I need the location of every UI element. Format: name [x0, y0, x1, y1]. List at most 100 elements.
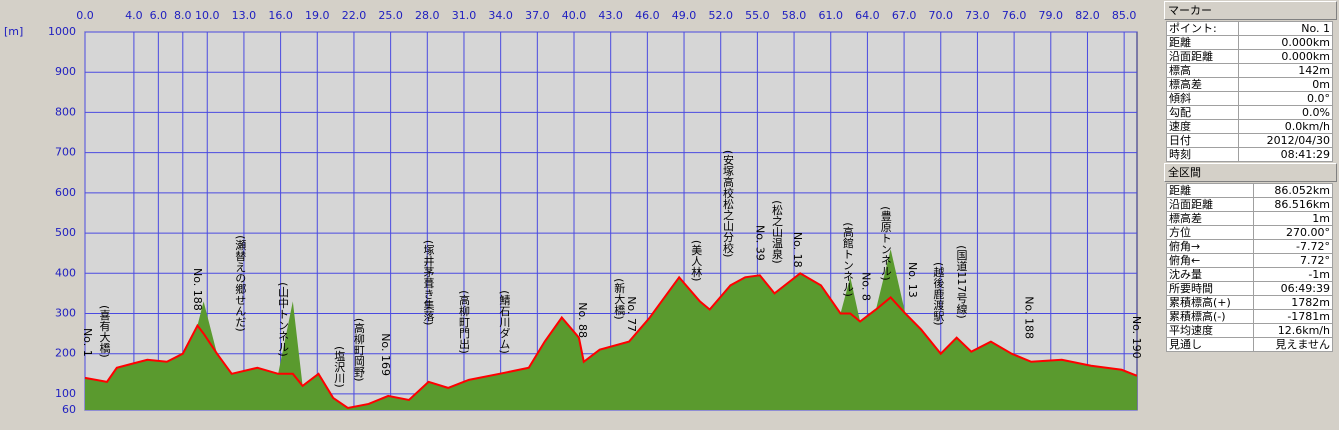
- info-key: 沿面距離: [1165, 49, 1240, 64]
- info-row: 時刻 08:41:29: [1165, 147, 1333, 162]
- x-tick-label: 37.0: [525, 9, 550, 22]
- annotation: No. 13: [906, 262, 919, 298]
- info-key: 所要時間: [1165, 281, 1255, 296]
- annotation: No. 18: [791, 232, 804, 268]
- annotation: No. 188: [191, 268, 204, 311]
- x-tick-label: 10.0: [195, 9, 220, 22]
- info-value: 2012/04/30: [1238, 133, 1333, 148]
- x-tick-label: 22.0: [342, 9, 367, 22]
- info-value: 86.516km: [1253, 197, 1333, 212]
- annotation: (新大橋): [613, 278, 626, 320]
- x-tick-label: 67.0: [892, 9, 917, 22]
- info-row: 平均速度 12.6km/h: [1165, 323, 1333, 338]
- info-value: 1m: [1253, 211, 1333, 226]
- y-tick-label: 100: [55, 387, 76, 400]
- info-value: -1m: [1253, 267, 1333, 282]
- info-value: 142m: [1238, 63, 1333, 78]
- annotation: (喜有大橋): [98, 305, 111, 358]
- x-tick-label: 4.0: [125, 9, 143, 22]
- annotation: (美人林): [690, 240, 703, 282]
- y-tick-label: 600: [55, 186, 76, 199]
- annotation: No. 1: [81, 328, 94, 357]
- info-key: 距離: [1165, 35, 1240, 50]
- info-key: 俯角→: [1165, 239, 1255, 254]
- info-value: No. 1: [1238, 21, 1333, 36]
- x-tick-label: 31.0: [452, 9, 477, 22]
- info-value: 0.000km: [1238, 49, 1333, 64]
- info-value: 見えません: [1253, 337, 1333, 352]
- info-value: 0.000km: [1238, 35, 1333, 50]
- info-row: 沿面距離 86.516km: [1165, 197, 1333, 212]
- info-key: 標高: [1165, 63, 1240, 78]
- y-tick-label: 300: [55, 306, 76, 319]
- info-key: 沿面距離: [1165, 197, 1255, 212]
- info-key: 速度: [1165, 119, 1240, 134]
- info-row: 標高 142m: [1165, 63, 1333, 78]
- x-tick-label: 0.0: [76, 9, 94, 22]
- info-row: 方位 270.00°: [1165, 225, 1333, 240]
- info-key: 標高差: [1165, 77, 1240, 92]
- y-tick-label: 1000: [48, 25, 76, 38]
- info-row: 標高差 0m: [1165, 77, 1333, 92]
- x-tick-label: 34.0: [488, 9, 513, 22]
- info-row: 累積標高(+) 1782m: [1165, 295, 1333, 310]
- info-key: 日付: [1165, 133, 1240, 148]
- annotation: No. 39: [753, 225, 766, 261]
- info-row: 勾配 0.0%: [1165, 105, 1333, 120]
- info-key: 沈み量: [1165, 267, 1255, 282]
- info-row: 所要時間 06:49:39: [1165, 281, 1333, 296]
- info-row: 俯角→ -7.72°: [1165, 239, 1333, 254]
- x-tick-label: 13.0: [232, 9, 257, 22]
- annotation: (高柳町岡野): [352, 318, 365, 382]
- info-key: 距離: [1165, 183, 1255, 198]
- x-tick-label: 82.0: [1075, 9, 1100, 22]
- y-tick-label: 700: [55, 146, 76, 159]
- elevation-line: [84, 272, 1138, 410]
- info-value: 86.052km: [1253, 183, 1333, 198]
- y-tick-label: 400: [55, 266, 76, 279]
- info-value: 0m: [1238, 77, 1333, 92]
- info-value: 1782m: [1253, 295, 1333, 310]
- info-row: 距離 86.052km: [1165, 183, 1333, 198]
- info-key: 平均速度: [1165, 323, 1255, 338]
- x-tick-label: 19.0: [305, 9, 330, 22]
- annotation: No. 169: [379, 333, 392, 376]
- info-key: 見通し: [1165, 337, 1255, 352]
- annotation: (瀬替えの郷せんだ): [234, 235, 247, 332]
- annotation: No. 188: [1022, 296, 1035, 339]
- x-tick-label: 79.0: [1039, 9, 1064, 22]
- x-tick-label: 25.0: [378, 9, 403, 22]
- x-tick-label: 49.0: [672, 9, 697, 22]
- info-value: -7.72°: [1253, 239, 1333, 254]
- info-key: 累積標高(+): [1165, 295, 1255, 310]
- x-tick-label: 85.0: [1112, 9, 1137, 22]
- y-tick-label: 200: [55, 347, 76, 360]
- info-key: 勾配: [1165, 105, 1240, 120]
- info-row: 俯角← 7.72°: [1165, 253, 1333, 268]
- section-header: 全区間: [1164, 163, 1337, 182]
- x-tick-label: 76.0: [1002, 9, 1027, 22]
- annotation: (山中トンネル): [277, 282, 290, 357]
- x-tick-label: 43.0: [598, 9, 623, 22]
- info-row: 速度 0.0km/h: [1165, 119, 1333, 134]
- y-tick-label: 800: [55, 105, 76, 118]
- info-row: 見通し 見えません: [1165, 337, 1333, 352]
- info-key: 累積標高(-): [1165, 309, 1255, 324]
- info-row: 傾斜 0.0°: [1165, 91, 1333, 106]
- y-tick-label: 60: [62, 403, 76, 416]
- info-value: 06:49:39: [1253, 281, 1333, 296]
- elevation-area: [85, 249, 1137, 410]
- info-row: 距離 0.000km: [1165, 35, 1333, 50]
- info-key: 時刻: [1165, 147, 1240, 162]
- x-tick-label: 8.0: [174, 9, 192, 22]
- x-tick-label: 28.0: [415, 9, 440, 22]
- annotation: (塚井茅葺き集落): [422, 240, 435, 326]
- info-table: 距離 86.052km 沿面距離 86.516km 標高差 1m 方位 270.00° 俯角→ -…: [1165, 183, 1333, 352]
- x-tick-label: 55.0: [745, 9, 770, 22]
- annotation: No. 77: [625, 296, 638, 332]
- info-value: 0.0km/h: [1238, 119, 1333, 134]
- x-tick-label: 58.0: [782, 9, 807, 22]
- annotation: (松之山温泉): [770, 200, 783, 264]
- annotation: (豊原トンネル): [879, 206, 892, 281]
- info-key: 標高差: [1165, 211, 1255, 226]
